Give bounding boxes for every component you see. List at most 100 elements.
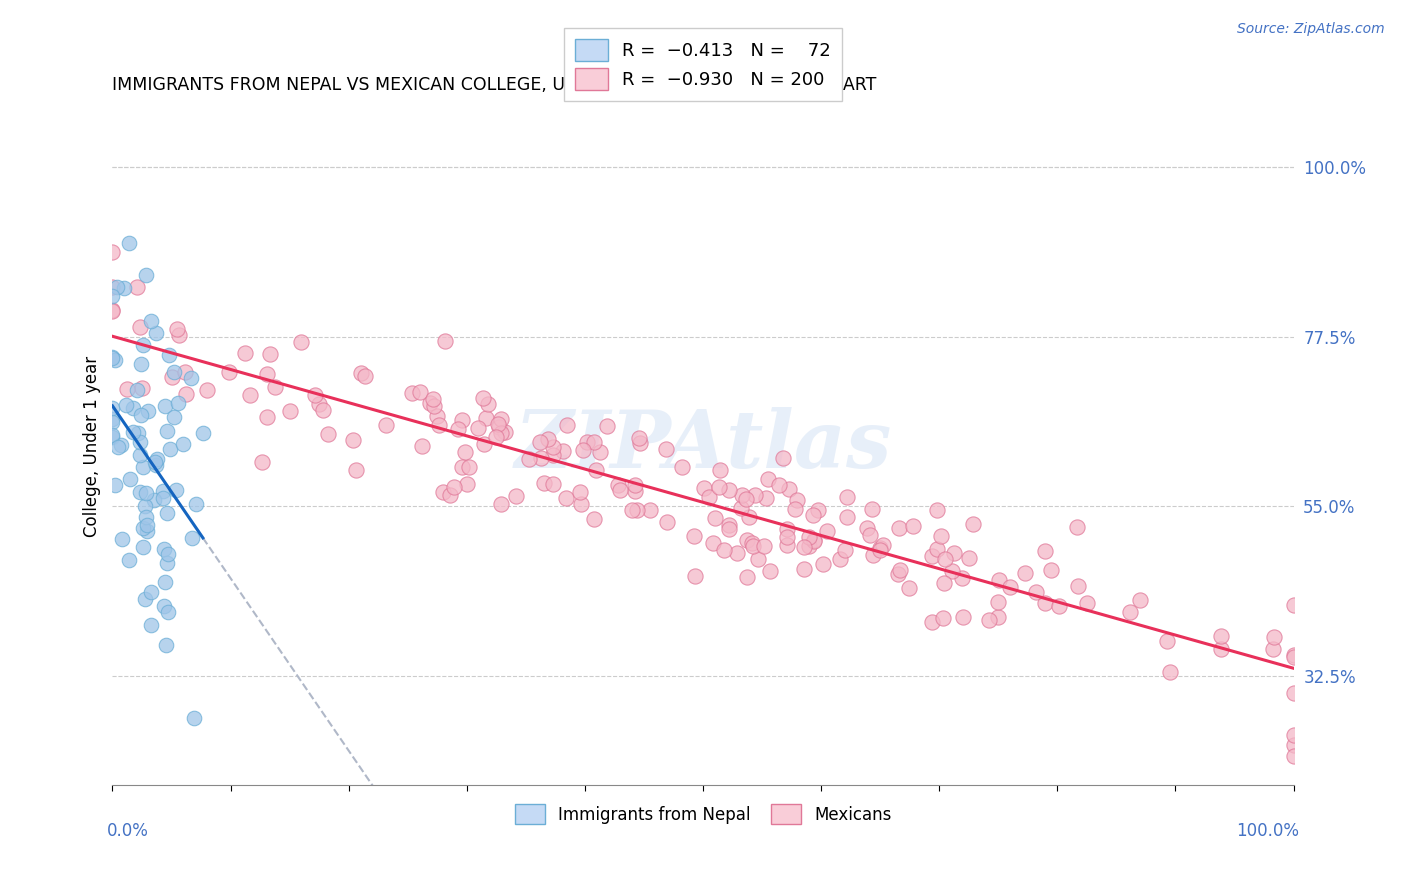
Point [1156,633,1178,648]
Point [456,477,478,491]
Point [163,366,186,380]
Point [671,460,693,475]
Point [541,477,564,491]
Point [131,521,153,535]
Point [1035,596,1057,610]
Point [115,398,138,412]
Point [583,512,606,526]
Point [793,540,815,554]
Point [256,409,278,424]
Point [155,638,177,652]
Point [744,488,766,502]
Point [1067,578,1090,592]
Point [101,244,124,259]
Point [131,381,153,395]
Point [713,542,735,557]
Point [433,334,456,349]
Point [517,451,540,466]
Point [941,564,963,578]
Point [950,571,973,585]
Point [101,411,124,425]
Point [834,543,856,558]
Point [786,493,808,508]
Point [152,491,174,505]
Point [541,441,564,455]
Point [768,477,790,491]
Point [799,539,821,553]
Point [153,575,176,590]
Point [569,485,592,500]
Point [1282,728,1305,742]
Point [129,320,152,334]
Point [1282,650,1305,665]
Point [494,425,516,439]
Point [134,509,156,524]
Point [101,401,124,415]
Point [837,510,859,524]
Point [447,422,470,436]
Point [778,482,800,496]
Point [488,419,510,434]
Point [541,449,564,463]
Point [731,487,754,501]
Point [776,522,799,536]
Point [1129,593,1152,607]
Point [311,403,333,417]
Point [443,480,465,494]
Point [128,484,150,499]
Point [409,385,432,400]
Point [709,463,731,477]
Point [104,478,127,492]
Point [987,595,1010,609]
Point [118,553,141,567]
Point [143,455,166,469]
Point [101,303,124,318]
Point [1066,520,1088,534]
Point [921,615,943,629]
Point [423,399,446,413]
Point [129,434,152,449]
Point [685,569,707,583]
Text: ZIPAtlas: ZIPAtlas [515,408,891,484]
Point [717,517,740,532]
Point [1261,642,1284,657]
Point [783,501,806,516]
Point [218,365,240,379]
Point [803,533,825,548]
Point [551,444,574,458]
Point [235,346,257,360]
Point [451,460,474,475]
Point [156,424,179,438]
Text: 100.0%: 100.0% [1236,822,1299,840]
Point [624,478,647,492]
Y-axis label: College, Under 1 year: College, Under 1 year [83,355,101,537]
Point [342,433,364,447]
Point [264,380,287,394]
Point [655,516,678,530]
Point [730,500,752,515]
Point [607,478,630,492]
Point [1000,580,1022,594]
Point [741,536,763,550]
Point [620,503,643,517]
Point [344,463,367,477]
Point [375,417,398,432]
Point [793,562,815,576]
Point [962,517,984,532]
Point [735,533,758,547]
Point [167,327,190,342]
Legend: Immigrants from Nepal, Mexicans: Immigrants from Nepal, Mexicans [508,797,898,830]
Point [153,599,176,613]
Point [141,617,163,632]
Point [127,426,149,441]
Point [799,530,821,544]
Point [638,503,661,517]
Point [135,268,157,282]
Point [111,533,134,547]
Point [426,409,449,423]
Point [921,549,943,563]
Point [477,397,499,411]
Point [755,491,778,505]
Point [174,365,197,379]
Point [987,574,1010,588]
